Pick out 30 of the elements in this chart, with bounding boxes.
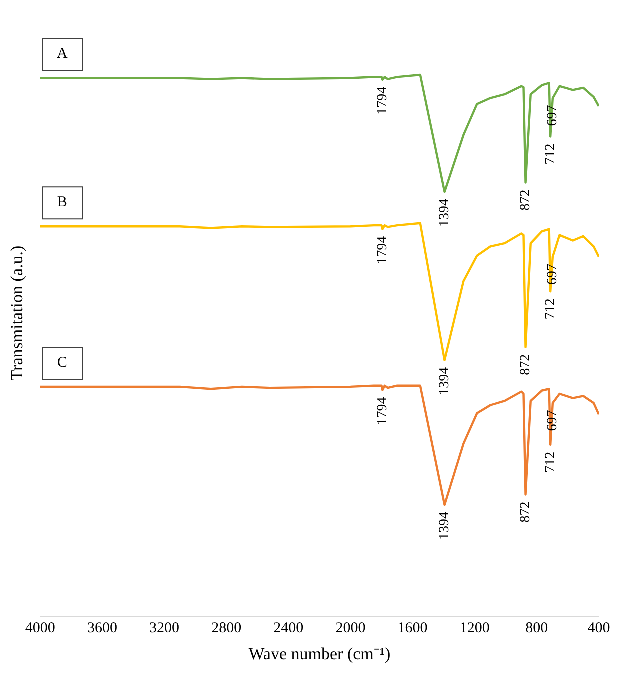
x-tick-label: 3200: [150, 620, 180, 637]
x-tick-label: 2000: [336, 620, 366, 637]
y-axis-title: Transmitation (a.u.): [8, 246, 27, 381]
x-tick-label: 3600: [87, 620, 118, 637]
annotation: 712: [543, 298, 558, 320]
series-label: A: [56, 46, 68, 62]
annotation: 1794: [375, 397, 390, 426]
x-axis-title: Wave number (cm⁻¹): [248, 644, 391, 664]
annotation: 872: [518, 190, 534, 211]
series-label: B: [57, 194, 68, 211]
annotation: 1794: [375, 236, 390, 264]
annotation: 872: [518, 354, 534, 376]
series-label: C: [57, 354, 68, 371]
annotation: 1794: [375, 86, 390, 115]
annotation: 872: [518, 502, 534, 523]
x-tick-label: 2400: [274, 620, 304, 637]
annotation: 697: [546, 410, 561, 432]
x-tick-label: 2800: [212, 620, 242, 637]
x-tick-label: 800: [526, 620, 548, 637]
annotation: 1394: [437, 512, 452, 540]
x-tick-label: 400: [588, 620, 610, 637]
annotation: 712: [543, 452, 558, 473]
annotation: 697: [546, 264, 561, 285]
x-tick-label: 4000: [25, 620, 56, 637]
annotation: 712: [543, 144, 558, 165]
annotation: 1394: [437, 198, 452, 227]
x-tick-label: 1600: [398, 620, 428, 637]
x-tick-label: 1200: [460, 620, 490, 637]
annotation: 1394: [437, 367, 452, 396]
annotation: 697: [546, 105, 561, 126]
